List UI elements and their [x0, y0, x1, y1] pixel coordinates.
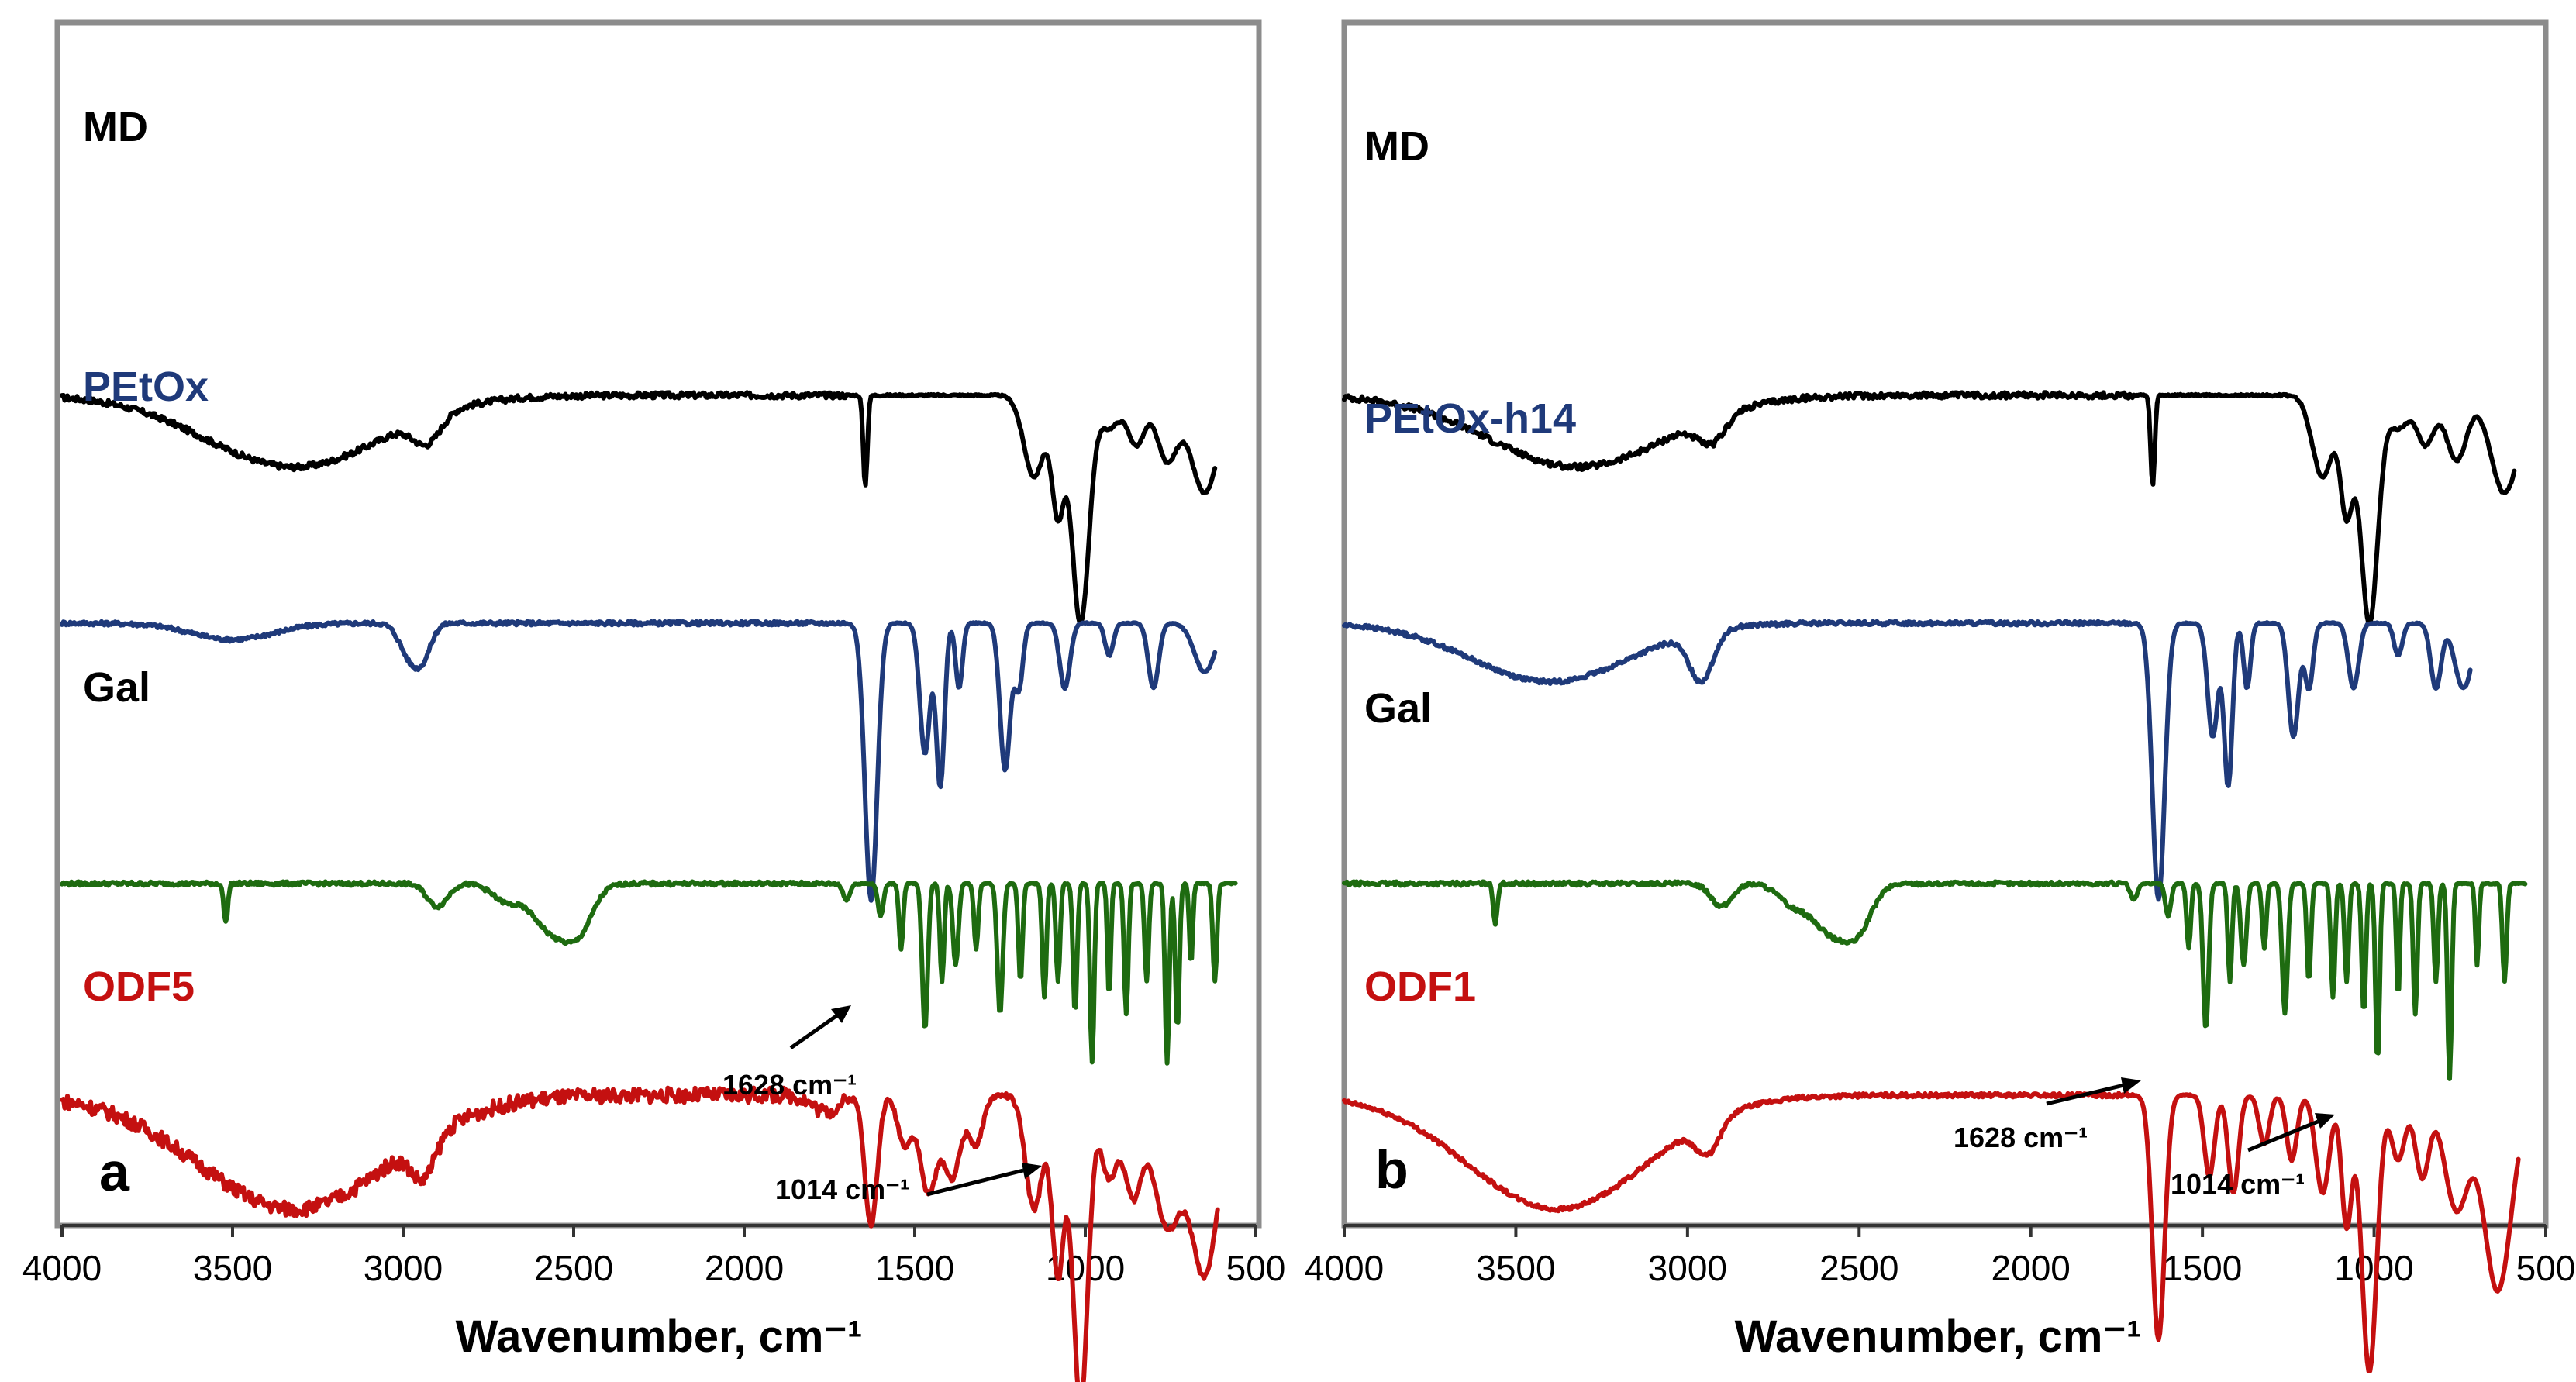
panel-b-letter: b	[1375, 1139, 1409, 1200]
panel-b-annotation-1628-text: 1628 cm⁻¹	[1954, 1122, 2088, 1153]
panel-a-label-md: MD	[83, 104, 148, 150]
panel-b-x-axis-title: Wavenumber, cm⁻¹	[1735, 1311, 2142, 1362]
panel-b-label-md: MD	[1364, 123, 1429, 170]
panel-b-annotation-1628: 1628 cm⁻¹	[1954, 1077, 2141, 1153]
panel-a-annotation-1628: 1628 cm⁻¹	[722, 1005, 857, 1101]
panel-a-label-gal: Gal	[83, 664, 150, 711]
panel-a-series-gal	[60, 879, 1238, 1066]
panel-a-annotation-1014: 1014 cm⁻¹	[775, 1163, 1042, 1205]
panel-a-x-tick-labels: 4000 3500 3000 2500 2000 1500 1000 500	[22, 1248, 1286, 1288]
panel-a-x-tick-label-4000: 4000	[22, 1248, 102, 1288]
panel-b-arrowhead-1014	[2315, 1113, 2335, 1129]
panel-a-x-tick-label-3000: 3000	[364, 1248, 443, 1288]
panel-a-x-tick-label-2000: 2000	[705, 1248, 784, 1288]
panel-b-annotation-1014-text: 1014 cm⁻¹	[2171, 1168, 2305, 1200]
panel-b-series	[1342, 390, 2528, 1373]
panel-b-x-tick-label-2000: 2000	[1991, 1248, 2071, 1288]
panel-a-x-axis-title: Wavenumber, cm⁻¹	[456, 1311, 863, 1362]
panel-b-x-tick-label-3500: 3500	[1476, 1248, 1555, 1288]
panel-a-arrowhead-1014	[1022, 1163, 1042, 1179]
panel-a-x-tick-label-500: 500	[1226, 1248, 1286, 1288]
panel-a-label-odf5: ODF5	[83, 963, 195, 1010]
panel-b-x-tick-label-1500: 1500	[2163, 1248, 2242, 1288]
panel-b-series-md	[1342, 390, 2517, 626]
panel-a-letter: a	[99, 1142, 130, 1202]
panel-a-arrow-1014	[926, 1168, 1024, 1197]
panel-b-arrow-1628	[2046, 1083, 2125, 1106]
panel-a: 4000 3500 3000 2500 2000 1500 1000 500 MD PEtOx…	[22, 19, 1286, 1382]
panel-a-series-petox	[60, 619, 1218, 903]
panel-b-arrowhead-1628	[2121, 1077, 2141, 1094]
panel-b-label-gal: Gal	[1364, 685, 1432, 732]
panel-b-series-petox-h14	[1342, 619, 2473, 902]
panel-b-x-tick-label-4000: 4000	[1305, 1248, 1384, 1288]
panel-b-label-odf1: ODF1	[1364, 963, 1476, 1010]
panel-b-x-ticks	[1343, 1225, 2547, 1237]
panel-a-annotation-1628-text: 1628 cm⁻¹	[722, 1069, 857, 1101]
panel-b: 4000 3500 3000 2500 2000 1500 1000 500 MD PEtOx…	[1305, 19, 2576, 1373]
panel-b-arrow-1014	[2247, 1119, 2319, 1153]
panel-b-x-tick-label-500: 500	[2516, 1248, 2576, 1288]
panel-a-x-ticks	[60, 1225, 1257, 1237]
panel-b-x-tick-label-2500: 2500	[1819, 1248, 1898, 1288]
panel-b-x-tick-labels: 4000 3500 3000 2500 2000 1500 1000 500	[1305, 1248, 2576, 1288]
panel-a-series-odf5	[60, 1085, 1220, 1382]
panel-a-series	[60, 390, 1238, 1382]
panel-b-x-tick-label-3000: 3000	[1648, 1248, 1727, 1288]
panel-b-series-gal	[1342, 879, 2528, 1081]
panel-a-annotation-1014-text: 1014 cm⁻¹	[775, 1173, 909, 1205]
panel-b-series-odf1	[1342, 1091, 2521, 1373]
panel-a-x-tick-label-1500: 1500	[875, 1248, 954, 1288]
panel-a-label-petox: PEtOx	[83, 364, 209, 410]
panel-b-annotation-1014: 1014 cm⁻¹	[2171, 1113, 2335, 1200]
panel-a-x-tick-label-2500: 2500	[534, 1248, 613, 1288]
panel-a-arrow-1628	[789, 1013, 839, 1050]
panel-a-x-tick-label-3500: 3500	[193, 1248, 272, 1288]
panel-b-label-petox-h14: PEtOx-h14	[1364, 395, 1576, 442]
panel-a-series-md	[60, 390, 1218, 626]
panel-a-arrowhead-1628	[831, 1005, 851, 1023]
